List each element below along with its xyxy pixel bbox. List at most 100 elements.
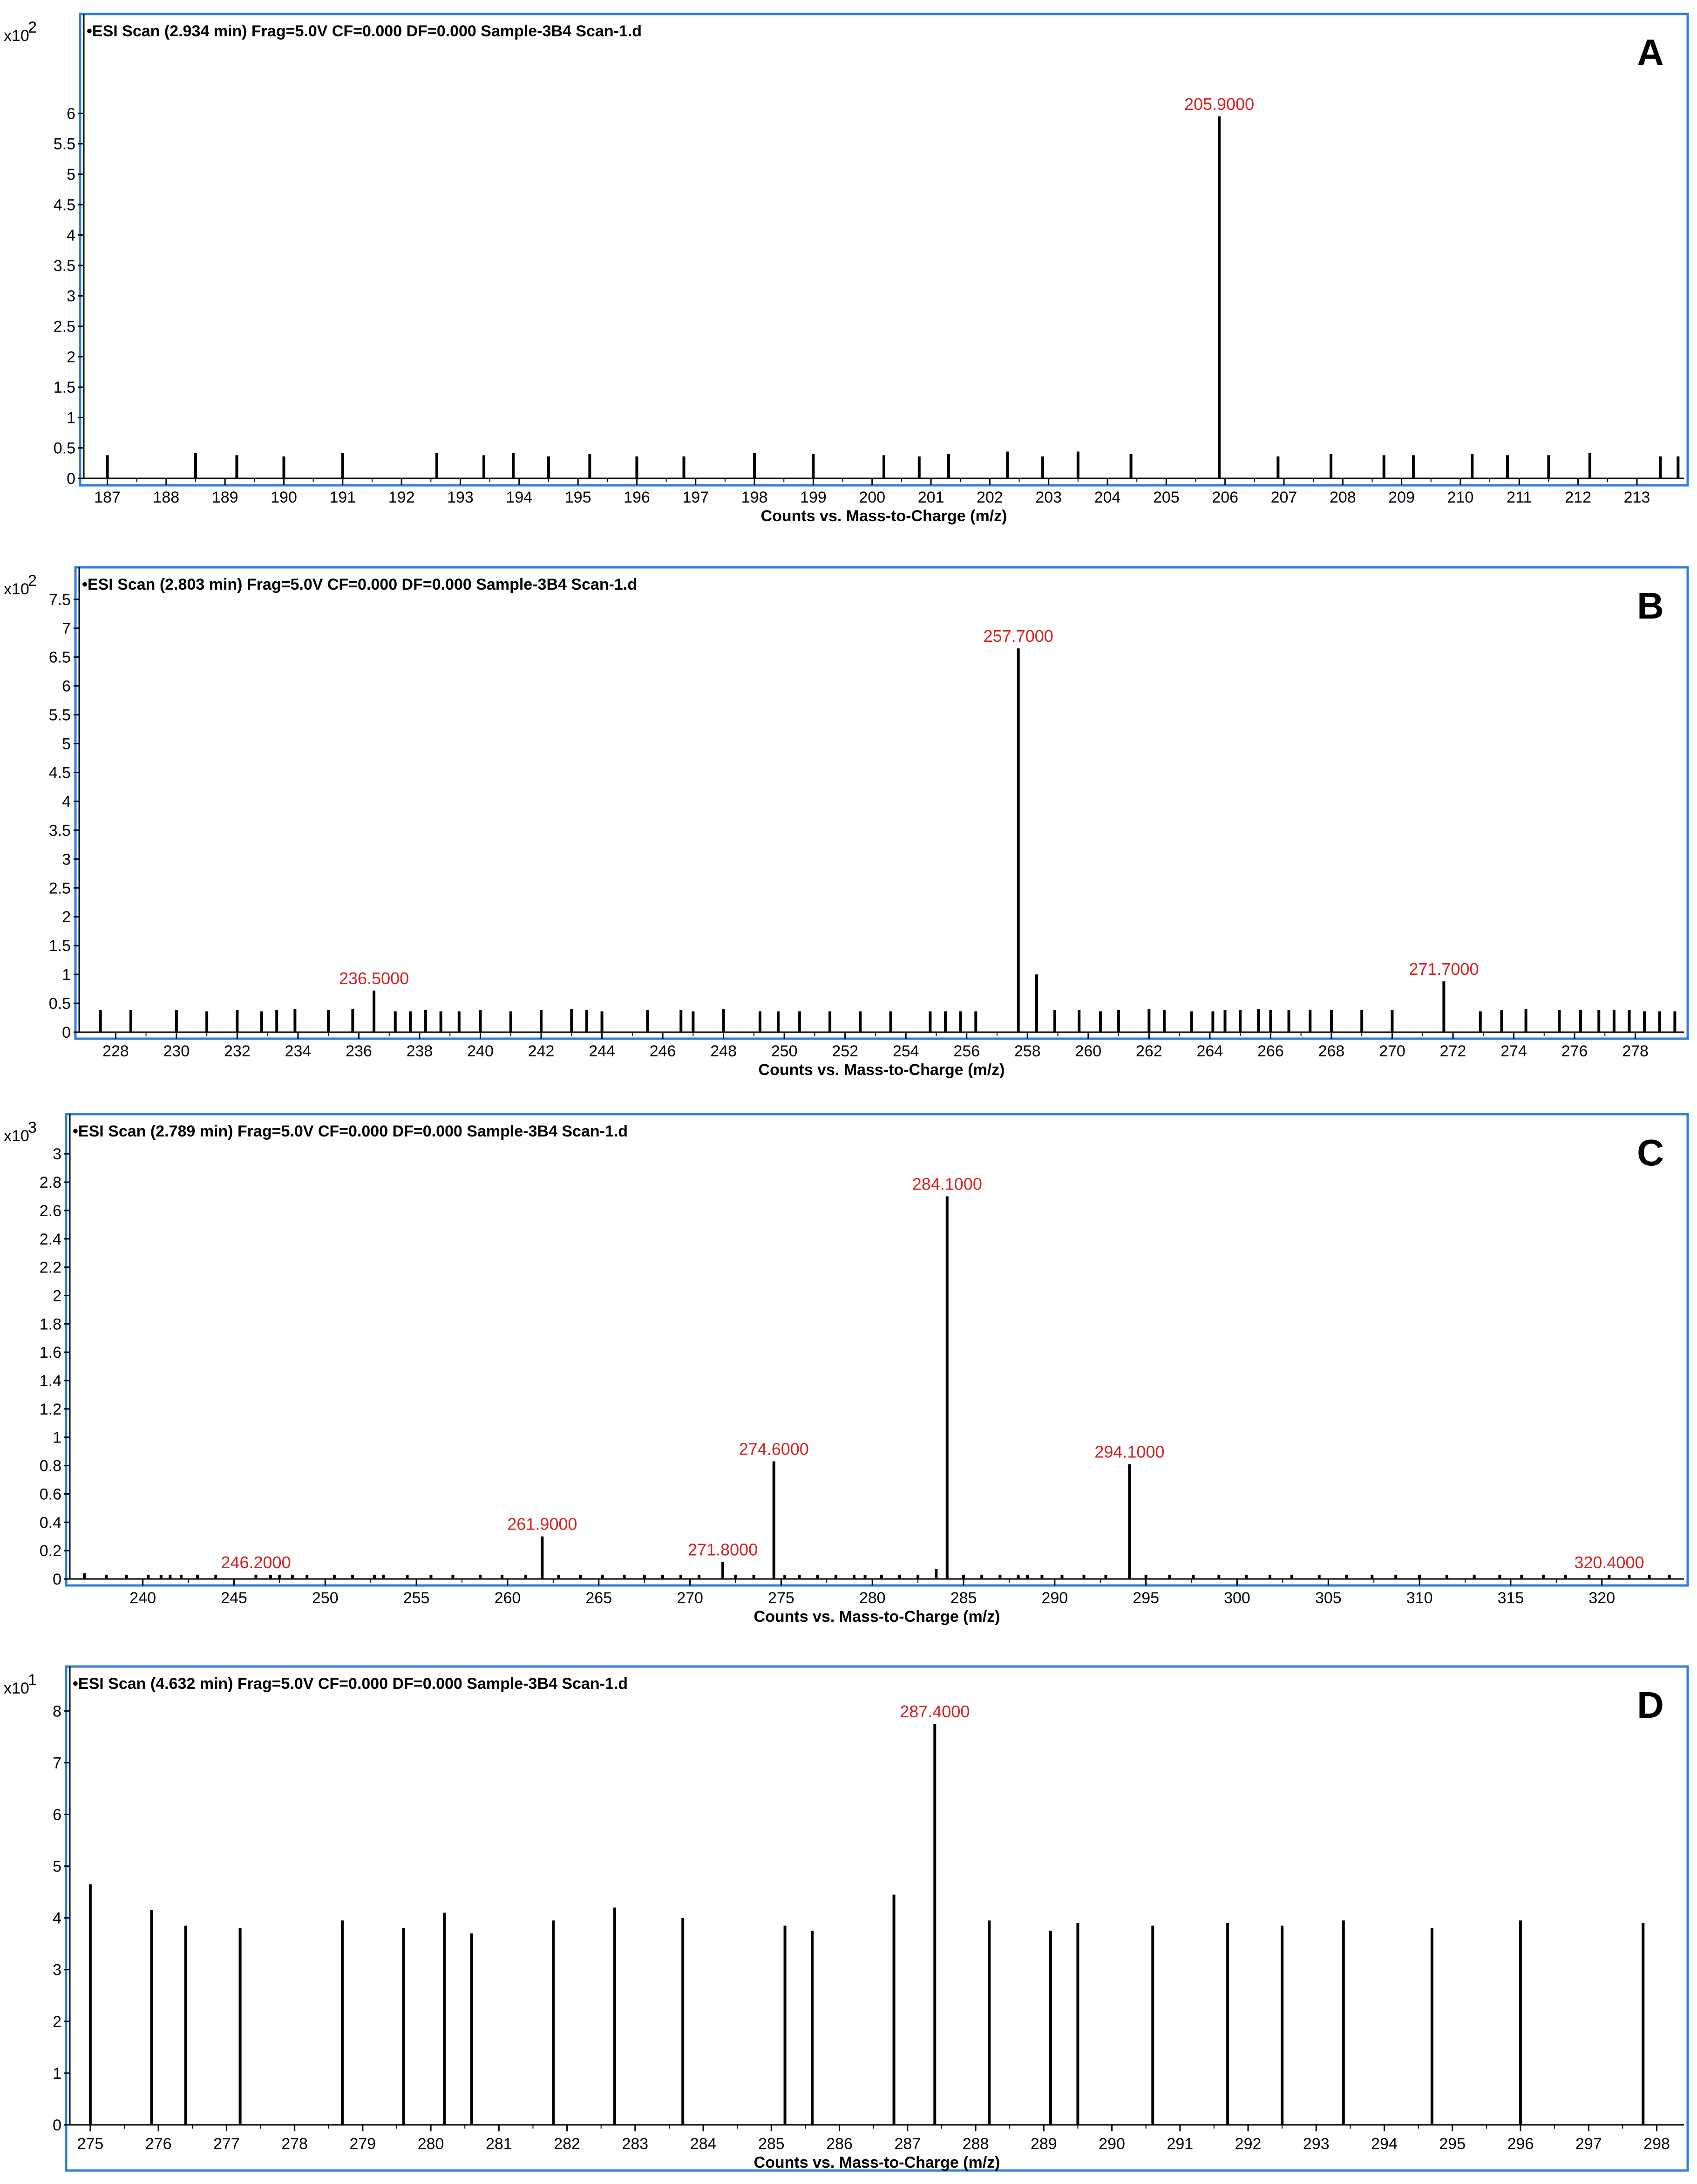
y-tick-label: 2.8 xyxy=(40,1174,61,1191)
scan-title: •ESI Scan (4.632 min) Frag=5.0V CF=0.000… xyxy=(73,1675,628,1693)
x-tick-label: 265 xyxy=(585,1589,612,1607)
x-tick-label: 258 xyxy=(1014,1042,1041,1060)
x-tick-label: 191 xyxy=(329,489,356,506)
peak-label: 257.7000 xyxy=(984,626,1053,646)
y-tick-label: 1 xyxy=(53,2065,61,2082)
y-tick-label: 6 xyxy=(53,1806,61,1823)
x-tick-label: 256 xyxy=(953,1042,980,1060)
plot-frame xyxy=(74,566,1689,1040)
y-tick-label: 0.5 xyxy=(49,995,71,1013)
x-tick-label: 286 xyxy=(826,2135,853,2153)
x-tick-label: 276 xyxy=(1561,1042,1588,1060)
x-tick-label: 212 xyxy=(1565,489,1591,506)
y-tick-label: 3 xyxy=(67,287,75,305)
x-tick-label: 287 xyxy=(894,2135,921,2153)
x-tick-label: 202 xyxy=(977,489,1003,506)
x-tick-label: 193 xyxy=(447,489,474,506)
x-tick-label: 248 xyxy=(710,1042,737,1060)
x-tick-label: 194 xyxy=(506,489,532,506)
y-tick-label: 7.5 xyxy=(49,591,71,609)
x-tick-label: 295 xyxy=(1439,2135,1466,2153)
x-tick-label: 275 xyxy=(77,2135,104,2153)
x-tick-label: 285 xyxy=(758,2135,785,2153)
peak-label: 274.6000 xyxy=(739,1439,809,1458)
y-tick-label: 4 xyxy=(53,1910,61,1927)
x-tick-label: 244 xyxy=(589,1042,615,1060)
x-tick-label: 272 xyxy=(1440,1042,1466,1060)
x-tick-label: 288 xyxy=(963,2135,989,2153)
y-tick-label: 2.4 xyxy=(40,1231,61,1248)
y-tick-label: 7 xyxy=(53,1754,61,1772)
x-tick-label: 238 xyxy=(407,1042,433,1060)
x-tick-label: 310 xyxy=(1406,1589,1433,1607)
x-tick-label: 291 xyxy=(1167,2135,1193,2153)
y-tick-label: 0 xyxy=(62,1024,71,1041)
x-tick-label: 192 xyxy=(388,489,415,506)
y-tick-label: 1 xyxy=(53,1429,61,1447)
y-tick-label: 1.2 xyxy=(40,1401,61,1418)
y-tick-label: 1 xyxy=(62,966,71,984)
y-tick-label: 1.6 xyxy=(40,1344,61,1361)
x-tick-label: 305 xyxy=(1315,1589,1342,1607)
x-tick-label: 250 xyxy=(312,1589,339,1607)
y-tick-label: 5.5 xyxy=(49,707,71,724)
x-tick-label: 232 xyxy=(224,1042,251,1060)
peak-label: 284.1000 xyxy=(912,1174,982,1193)
x-tick-label: 208 xyxy=(1330,489,1356,506)
x-tick-label: 264 xyxy=(1196,1042,1223,1060)
y-tick-label: 2.5 xyxy=(54,318,75,335)
x-tick-label: 274 xyxy=(1500,1042,1527,1060)
y-tick-label: 0.2 xyxy=(40,1542,61,1560)
x-tick-label: 294 xyxy=(1371,2135,1398,2153)
x-tick-label: 282 xyxy=(554,2135,580,2153)
x-tick-label: 315 xyxy=(1498,1589,1524,1607)
panel-letter: D xyxy=(1637,1684,1664,1726)
x-tick-label: 292 xyxy=(1235,2135,1262,2153)
y-tick-label: 2.2 xyxy=(40,1259,61,1277)
x-tick-label: 300 xyxy=(1224,1589,1250,1607)
y-tick-label: 5 xyxy=(67,166,75,184)
peak-label: 205.9000 xyxy=(1184,95,1254,114)
x-tick-label: 203 xyxy=(1035,489,1062,506)
x-tick-label: 213 xyxy=(1624,489,1650,506)
y-tick-label: 2 xyxy=(62,908,71,926)
x-tick-label: 283 xyxy=(622,2135,648,2153)
y-tick-label: 2.5 xyxy=(49,879,71,897)
y-scale-label: x10 xyxy=(4,580,29,598)
y-tick-label: 4 xyxy=(67,227,75,245)
x-tick-label: 284 xyxy=(690,2135,717,2153)
peak-label: 271.8000 xyxy=(688,1540,758,1559)
plot-frame xyxy=(65,1665,1689,2172)
x-tick-label: 197 xyxy=(682,489,709,506)
y-tick-label: 1.4 xyxy=(40,1372,61,1390)
x-tick-label: 246 xyxy=(650,1042,676,1060)
y-tick-label: 4.5 xyxy=(49,764,71,782)
y-tick-label: 4 xyxy=(62,793,71,810)
x-tick-label: 255 xyxy=(403,1589,430,1607)
y-tick-label: 2 xyxy=(53,2013,61,2031)
y-tick-label: 6 xyxy=(62,678,71,695)
x-tick-label: 211 xyxy=(1507,489,1532,506)
y-tick-label: 3.5 xyxy=(49,822,71,839)
x-tick-label: 281 xyxy=(486,2135,512,2153)
x-tick-label: 280 xyxy=(418,2135,444,2153)
x-tick-label: 280 xyxy=(859,1589,886,1607)
x-tick-label: 189 xyxy=(212,489,238,506)
y-tick-label: 3 xyxy=(53,1961,61,1979)
y-tick-label: 0 xyxy=(67,470,75,488)
y-tick-label: 5.5 xyxy=(54,136,75,153)
y-tick-label: 6 xyxy=(67,105,75,122)
panel-letter: A xyxy=(1637,32,1664,73)
x-tick-label: 195 xyxy=(565,489,591,506)
y-tick-label: 1.8 xyxy=(40,1315,61,1333)
y-tick-label: 2 xyxy=(67,348,75,366)
x-tick-label: 289 xyxy=(1031,2135,1057,2153)
scan-title: •ESI Scan (2.803 min) Frag=5.0V CF=0.000… xyxy=(82,576,637,593)
y-tick-label: 0.6 xyxy=(40,1485,61,1503)
x-tick-label: 277 xyxy=(213,2135,240,2153)
spectrum-panel-a: •ESI Scan (2.934 min) Frag=5.0V CF=0.000… xyxy=(4,13,1689,525)
x-tick-label: 240 xyxy=(129,1589,156,1607)
x-tick-label: 201 xyxy=(918,489,944,506)
y-tick-label: 1.5 xyxy=(54,379,75,396)
y-tick-label: 1 xyxy=(67,409,75,427)
